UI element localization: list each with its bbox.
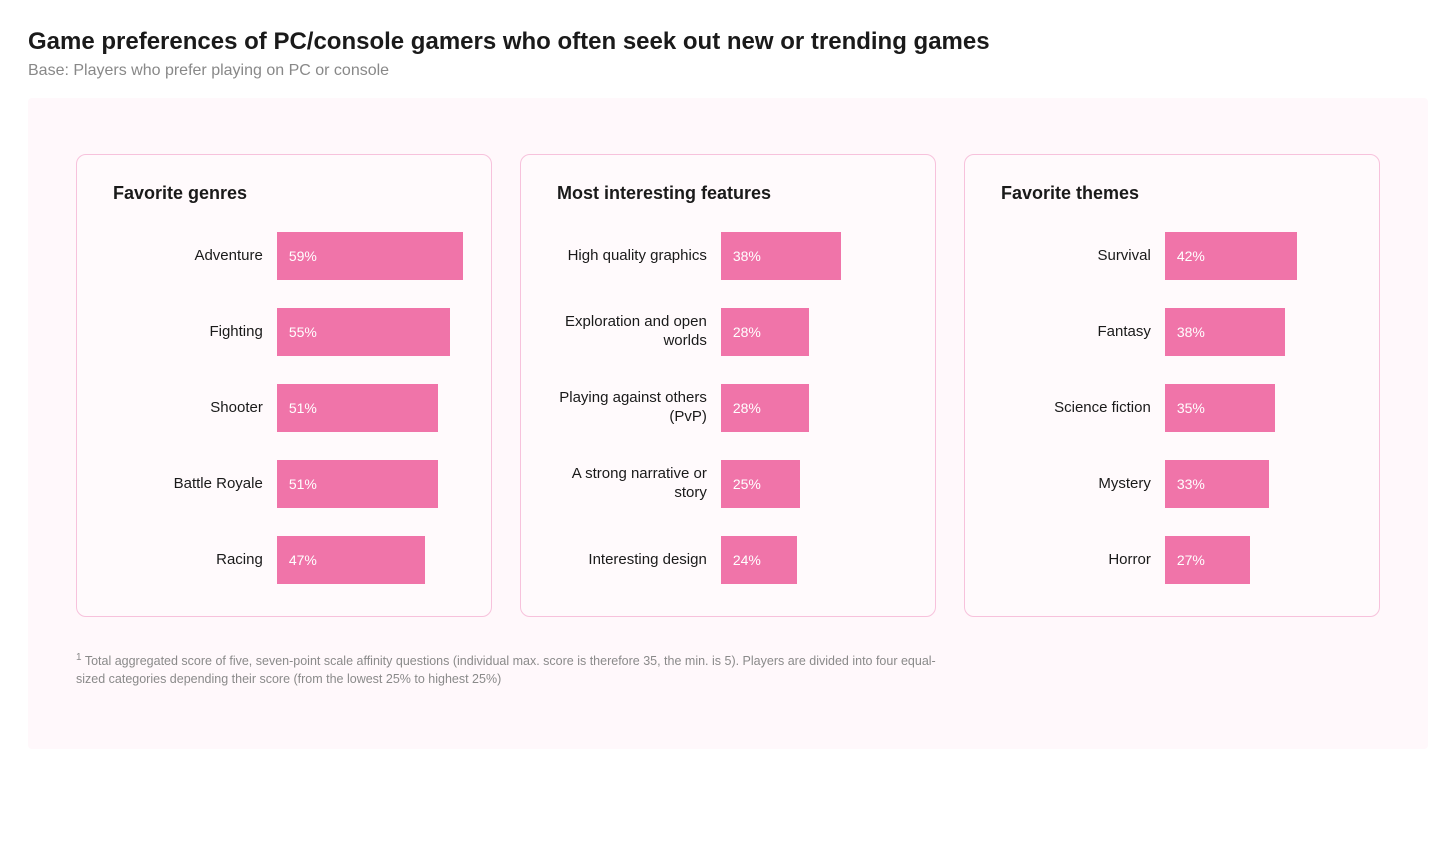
panels-container: Favorite genres Adventure 59% Fighting 5…: [76, 154, 1380, 617]
chart-area: Favorite genres Adventure 59% Fighting 5…: [28, 98, 1428, 749]
bar: 28%: [721, 384, 809, 432]
bar-label: Racing: [105, 551, 277, 570]
bar-label: Fighting: [105, 323, 277, 342]
bar-area: 24%: [721, 536, 907, 584]
bar-area: 27%: [1165, 536, 1351, 584]
bar-row: A strong narrative or story 25%: [549, 460, 907, 508]
footnote: 1 Total aggregated score of five, seven-…: [76, 651, 956, 688]
bar-area: 38%: [1165, 308, 1351, 356]
bar-area: 25%: [721, 460, 907, 508]
panel-genres: Favorite genres Adventure 59% Fighting 5…: [76, 154, 492, 617]
bar: 47%: [277, 536, 425, 584]
bar-row: Playing against others (PvP) 28%: [549, 384, 907, 432]
bar: 51%: [277, 460, 438, 508]
bar-value: 42%: [1177, 248, 1205, 264]
bar-row: Mystery 33%: [993, 460, 1351, 508]
bar: 25%: [721, 460, 800, 508]
bar-area: 59%: [277, 232, 463, 280]
panel-features: Most interesting features High quality g…: [520, 154, 936, 617]
bar-value: 47%: [289, 552, 317, 568]
bar-area: 28%: [721, 308, 907, 356]
bar-area: 42%: [1165, 232, 1351, 280]
bar: 33%: [1165, 460, 1269, 508]
bar-value: 33%: [1177, 476, 1205, 492]
bar-label: High quality graphics: [549, 247, 721, 266]
bar-label: Adventure: [105, 247, 277, 266]
bar-label: Exploration and open worlds: [549, 313, 721, 351]
bar-label: Survival: [993, 247, 1165, 266]
bar-row: Battle Royale 51%: [105, 460, 463, 508]
bar-label: Battle Royale: [105, 475, 277, 494]
bar-value: 27%: [1177, 552, 1205, 568]
bar: 35%: [1165, 384, 1275, 432]
bar-row: Fantasy 38%: [993, 308, 1351, 356]
bar: 59%: [277, 232, 463, 280]
bar-area: 28%: [721, 384, 907, 432]
bar-label: Interesting design: [549, 551, 721, 570]
bar-label: Fantasy: [993, 323, 1165, 342]
bar-value: 38%: [1177, 324, 1205, 340]
footnote-text: Total aggregated score of five, seven-po…: [76, 654, 936, 686]
bar-value: 51%: [289, 400, 317, 416]
bar-row: Science fiction 35%: [993, 384, 1351, 432]
bar-row: Exploration and open worlds 28%: [549, 308, 907, 356]
bar-value: 25%: [733, 476, 761, 492]
bar: 24%: [721, 536, 797, 584]
bar-label: Mystery: [993, 475, 1165, 494]
bar-label: Playing against others (PvP): [549, 389, 721, 427]
bar-area: 55%: [277, 308, 463, 356]
bar-area: 35%: [1165, 384, 1351, 432]
bar-row: Horror 27%: [993, 536, 1351, 584]
bar: 42%: [1165, 232, 1298, 280]
page-title: Game preferences of PC/console gamers wh…: [28, 28, 1428, 56]
bar: 55%: [277, 308, 451, 356]
bar-label: Shooter: [105, 399, 277, 418]
bar-value: 51%: [289, 476, 317, 492]
bar-value: 28%: [733, 400, 761, 416]
bar-area: 51%: [277, 460, 463, 508]
bar-area: 47%: [277, 536, 463, 584]
bar-label: Science fiction: [993, 399, 1165, 418]
bar-row: Survival 42%: [993, 232, 1351, 280]
bar-row: Adventure 59%: [105, 232, 463, 280]
bar-row: Shooter 51%: [105, 384, 463, 432]
bar-value: 24%: [733, 552, 761, 568]
bar: 28%: [721, 308, 809, 356]
bar-value: 35%: [1177, 400, 1205, 416]
panel-title: Favorite themes: [1001, 183, 1351, 204]
bar: 38%: [721, 232, 841, 280]
bar-row: High quality graphics 38%: [549, 232, 907, 280]
bar-area: 33%: [1165, 460, 1351, 508]
page-subtitle: Base: Players who prefer playing on PC o…: [28, 62, 1428, 80]
bar-area: 51%: [277, 384, 463, 432]
bar-value: 38%: [733, 248, 761, 264]
footnote-marker: 1: [76, 652, 82, 663]
bar: 51%: [277, 384, 438, 432]
bar-area: 38%: [721, 232, 907, 280]
bar-value: 28%: [733, 324, 761, 340]
bar-value: 55%: [289, 324, 317, 340]
panel-title: Favorite genres: [113, 183, 463, 204]
panel-themes: Favorite themes Survival 42% Fantasy 38%…: [964, 154, 1380, 617]
bar-row: Racing 47%: [105, 536, 463, 584]
bar-value: 59%: [289, 248, 317, 264]
bar: 27%: [1165, 536, 1250, 584]
bar-row: Fighting 55%: [105, 308, 463, 356]
bar: 38%: [1165, 308, 1285, 356]
bar-label: Horror: [993, 551, 1165, 570]
bar-label: A strong narrative or story: [549, 465, 721, 503]
panel-title: Most interesting features: [557, 183, 907, 204]
bar-row: Interesting design 24%: [549, 536, 907, 584]
